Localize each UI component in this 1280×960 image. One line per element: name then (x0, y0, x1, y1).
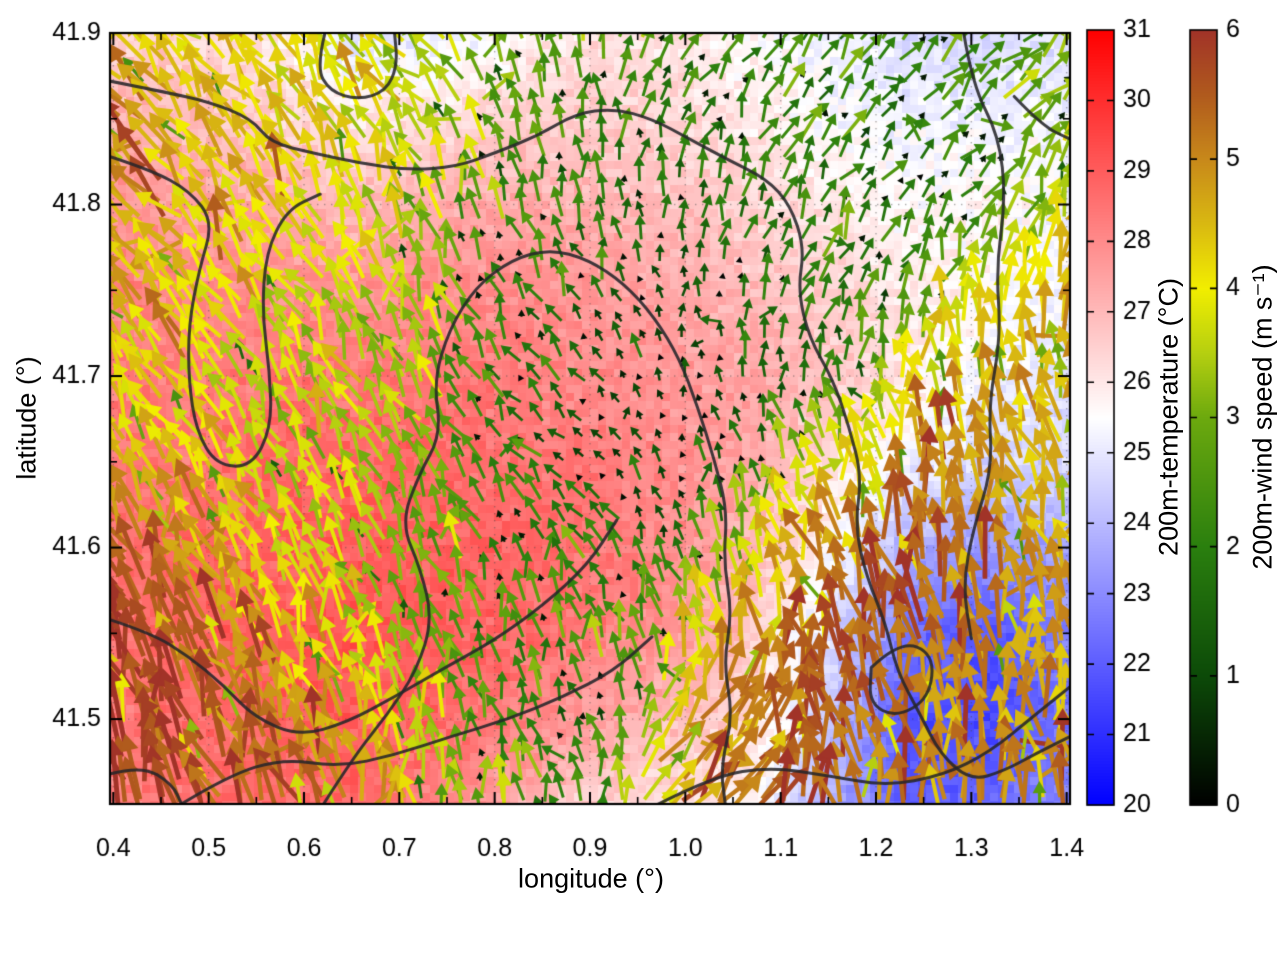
temperature-colorbar-title: 200m-temperature (°C) (1153, 278, 1184, 556)
y-axis-title: latitude (°) (11, 356, 42, 480)
wind-speed-colorbar-title: 200m-wind speed (m s⁻¹) (1247, 264, 1278, 570)
x-axis-title: longitude (°) (518, 863, 664, 894)
